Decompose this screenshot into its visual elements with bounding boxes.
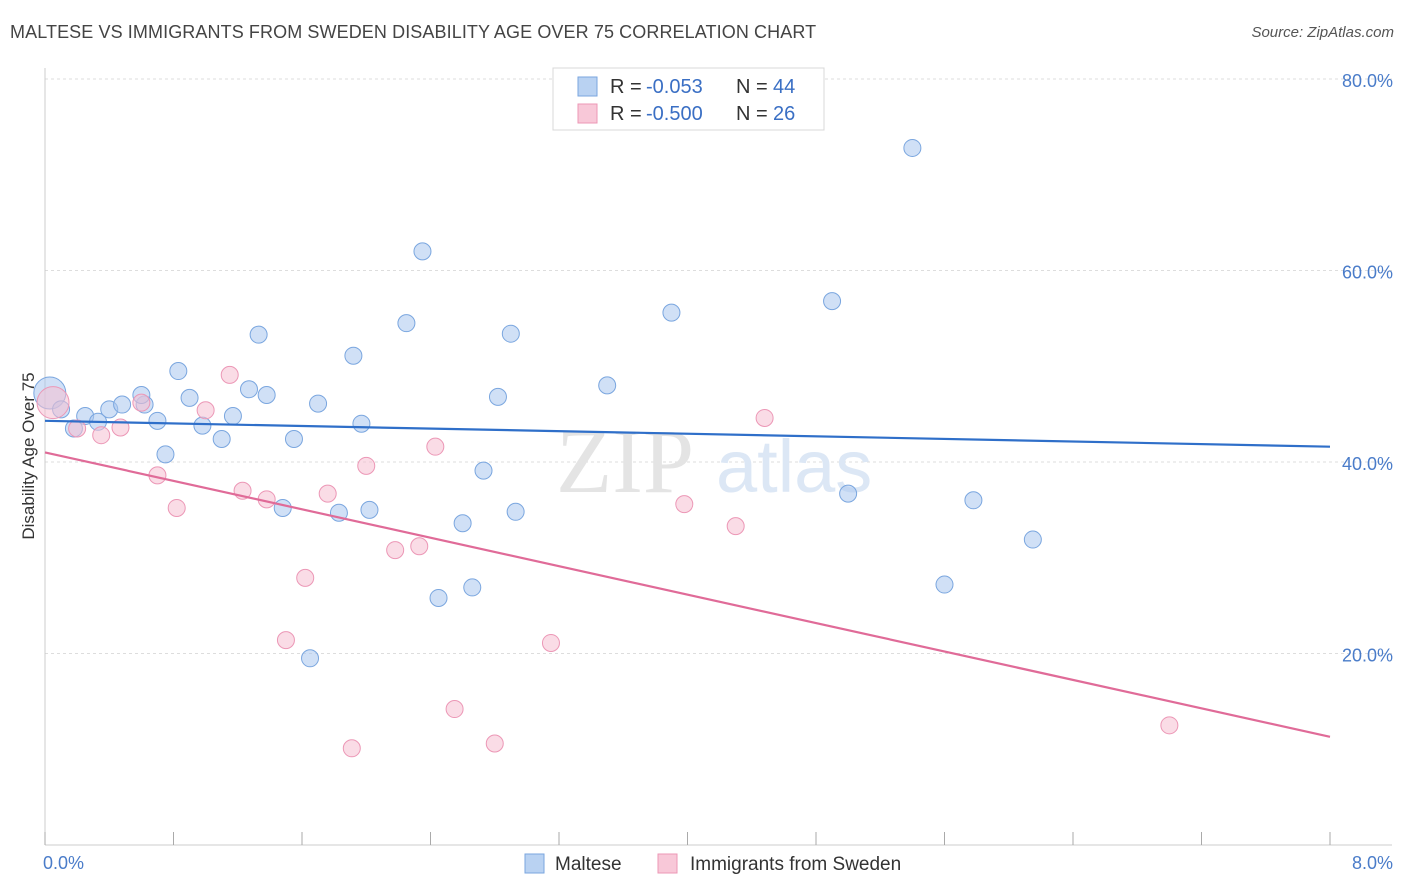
point-sweden-12 bbox=[296, 568, 315, 587]
y-axis-title: Disability Age Over 75 bbox=[19, 372, 38, 539]
x-tick-label-end: 8.0% bbox=[1352, 853, 1393, 873]
y-tick-label-3: 80.0% bbox=[1342, 71, 1393, 91]
series-legend-swatch-sweden bbox=[657, 853, 678, 874]
point-sweden-0 bbox=[36, 386, 70, 420]
point-maltese-9 bbox=[148, 411, 167, 430]
point-maltese-19 bbox=[273, 498, 292, 517]
point-sweden-6 bbox=[167, 498, 186, 517]
point-maltese-26 bbox=[360, 500, 379, 519]
point-sweden-4 bbox=[132, 393, 151, 412]
legend-n-label-1: N = bbox=[736, 76, 768, 98]
legend-n-label-2: N = bbox=[736, 103, 768, 125]
point-maltese-10 bbox=[156, 445, 175, 464]
legend-r-value-1: -0.053 bbox=[646, 76, 703, 98]
point-sweden-11 bbox=[276, 631, 295, 650]
point-maltese-11 bbox=[169, 362, 188, 381]
point-sweden-2 bbox=[92, 426, 111, 445]
legend-r-value-2: -0.500 bbox=[646, 103, 703, 125]
point-sweden-18 bbox=[426, 437, 445, 456]
point-maltese-29 bbox=[429, 588, 448, 607]
point-sweden-13 bbox=[318, 484, 337, 503]
point-maltese-37 bbox=[662, 303, 681, 322]
series-legend-label-maltese: Maltese bbox=[555, 854, 622, 875]
series-legend-swatch-maltese bbox=[524, 853, 545, 874]
legend-n-value-1: 44 bbox=[773, 76, 795, 98]
watermark-zip: ZIP bbox=[556, 410, 694, 512]
trend-line-maltese bbox=[44, 419, 1331, 448]
point-maltese-20 bbox=[284, 430, 303, 449]
point-sweden-8 bbox=[220, 365, 239, 384]
point-maltese-16 bbox=[239, 380, 258, 399]
point-sweden-24 bbox=[755, 408, 774, 427]
axes bbox=[44, 68, 1392, 846]
y-tick-label-0: 20.0% bbox=[1342, 646, 1393, 666]
point-sweden-20 bbox=[485, 734, 504, 753]
point-sweden-21 bbox=[541, 633, 560, 652]
source-label: Source: ZipAtlas.com bbox=[1251, 24, 1394, 41]
legend-swatch-sweden bbox=[577, 103, 598, 124]
point-maltese-32 bbox=[474, 461, 493, 480]
point-maltese-22 bbox=[309, 394, 328, 413]
point-maltese-15 bbox=[223, 407, 242, 426]
point-sweden-23 bbox=[726, 517, 745, 536]
gridlines bbox=[45, 78, 1392, 654]
legend-n-value-2: 26 bbox=[773, 103, 795, 125]
point-sweden-16 bbox=[386, 541, 405, 560]
point-maltese-18 bbox=[257, 385, 276, 404]
correlation-legend: R = -0.053 N = 44 R = -0.500 N = 26 bbox=[552, 67, 825, 131]
point-maltese-36 bbox=[598, 376, 617, 395]
point-sweden-25 bbox=[1160, 716, 1179, 735]
point-maltese-35 bbox=[506, 502, 525, 521]
point-maltese-41 bbox=[935, 575, 954, 594]
point-maltese-40 bbox=[903, 138, 922, 157]
point-maltese-25 bbox=[352, 414, 371, 433]
point-maltese-24 bbox=[344, 346, 363, 365]
legend-r-label-1: R = bbox=[610, 76, 642, 98]
point-maltese-21 bbox=[301, 649, 320, 668]
point-maltese-42 bbox=[964, 491, 983, 510]
point-maltese-34 bbox=[501, 324, 520, 343]
point-sweden-22 bbox=[675, 495, 694, 514]
legend-box bbox=[552, 67, 825, 131]
y-tick-label-1: 40.0% bbox=[1342, 454, 1393, 474]
point-maltese-12 bbox=[180, 388, 199, 407]
point-maltese-6 bbox=[113, 395, 132, 414]
point-maltese-39 bbox=[823, 292, 842, 311]
series-legend: Maltese Immigrants from Sweden bbox=[524, 853, 901, 875]
trend-line-sweden bbox=[44, 451, 1331, 738]
legend-r-label-2: R = bbox=[610, 103, 642, 125]
point-maltese-43 bbox=[1023, 530, 1042, 549]
point-maltese-27 bbox=[397, 314, 416, 333]
point-maltese-33 bbox=[488, 387, 507, 406]
point-maltese-38 bbox=[839, 484, 858, 503]
trend-lines bbox=[44, 419, 1331, 738]
point-maltese-17 bbox=[249, 325, 268, 344]
point-maltese-30 bbox=[453, 514, 472, 533]
y-tick-label-2: 60.0% bbox=[1342, 263, 1393, 283]
chart-title: MALTESE VS IMMIGRANTS FROM SWEDEN DISABI… bbox=[10, 22, 817, 42]
point-maltese-14 bbox=[212, 430, 231, 449]
point-sweden-1 bbox=[68, 419, 87, 438]
y-tick-labels: 20.0% 40.0% 60.0% 80.0% bbox=[1342, 71, 1393, 666]
legend-swatch-maltese bbox=[577, 76, 598, 97]
watermark: ZIP atlas bbox=[556, 410, 872, 512]
point-sweden-7 bbox=[196, 401, 215, 420]
point-maltese-31 bbox=[463, 578, 482, 597]
x-tick-labels: 0.0% 8.0% bbox=[43, 853, 1393, 873]
point-sweden-14 bbox=[342, 739, 361, 758]
point-sweden-15 bbox=[357, 456, 376, 475]
point-sweden-19 bbox=[445, 700, 464, 719]
x-tick-label-start: 0.0% bbox=[43, 853, 84, 873]
series-legend-label-sweden: Immigrants from Sweden bbox=[690, 854, 901, 875]
point-sweden-17 bbox=[410, 537, 429, 556]
point-maltese-28 bbox=[413, 242, 432, 261]
point-maltese-13 bbox=[193, 416, 212, 435]
